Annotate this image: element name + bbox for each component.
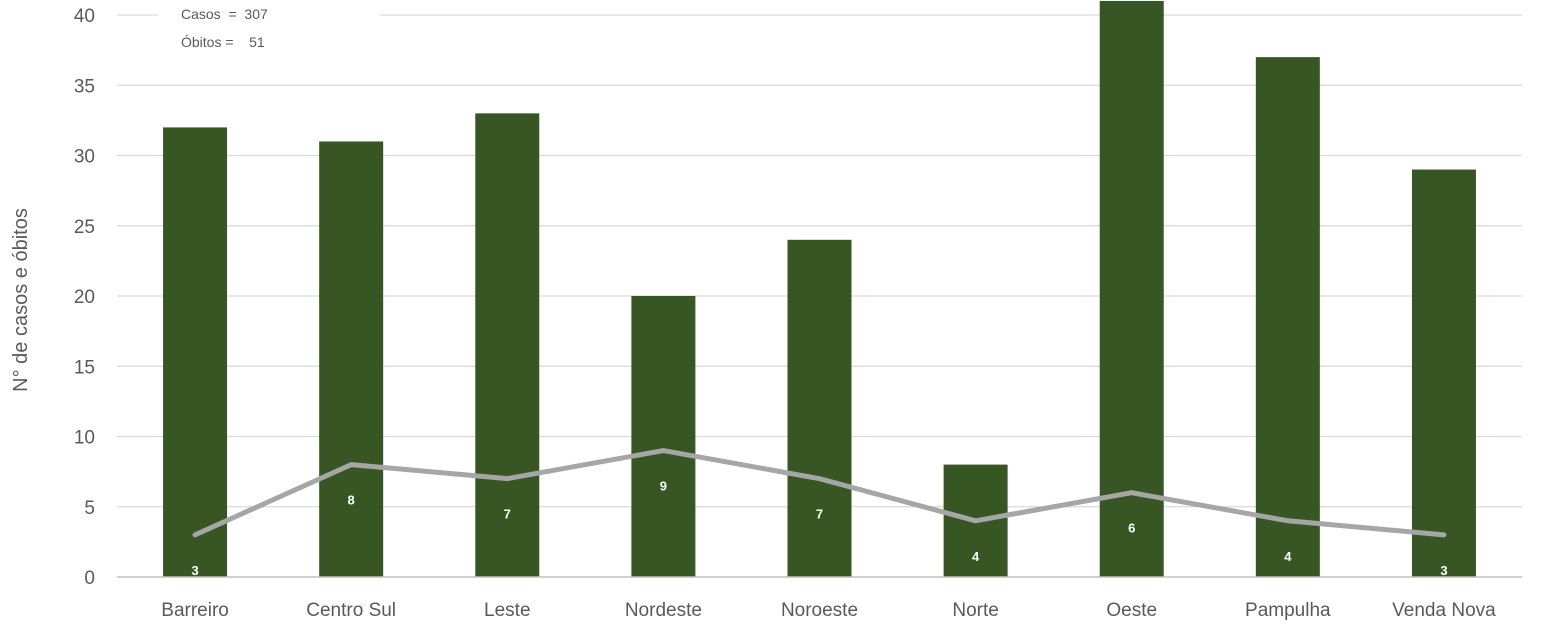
bar-series (163, 0, 1476, 578)
x-category-label: Norte (952, 600, 998, 621)
bar (631, 296, 696, 577)
data-label: 3 (1440, 563, 1447, 578)
data-label: 6 (1128, 521, 1135, 536)
x-category-label: Pampulha (1245, 600, 1331, 621)
x-category-label: Oeste (1106, 600, 1157, 621)
x-category-label: Leste (484, 600, 530, 621)
y-tick-label: 15 (74, 357, 95, 378)
data-label: 7 (816, 507, 823, 522)
bar (163, 127, 228, 578)
y-tick-label: 40 (74, 6, 95, 27)
y-axis-label: N° de casos e óbitos (10, 208, 32, 392)
bar (1255, 57, 1320, 577)
y-tick-label: 20 (74, 287, 95, 308)
line-path (192, 448, 1447, 538)
y-tick-label: 10 (74, 428, 95, 449)
data-labels: 3 8 7 9 7 4 6 4 3 (191, 479, 1447, 578)
summary-box: Casos = 307 Óbitos = 51 (158, 0, 380, 54)
data-label: 7 (504, 507, 511, 522)
bar (319, 141, 384, 577)
x-category-label: Barreiro (161, 600, 229, 621)
y-tick-label: 35 (74, 76, 95, 97)
data-label: 4 (972, 549, 980, 564)
x-axis-categories: Barreiro Centro Sul Leste Nordeste Noroeste N… (161, 600, 1496, 621)
x-category-label: Venda Nova (1392, 600, 1496, 621)
bar (475, 113, 540, 577)
y-tick-label: 25 (74, 217, 95, 238)
line-series (192, 448, 1447, 538)
deaths-total-label: Óbitos = 51 (181, 34, 265, 50)
cases-total-label: Casos = 307 (181, 6, 268, 22)
y-tick-label: 5 (84, 498, 95, 519)
bar (1099, 0, 1164, 577)
data-label: 4 (1284, 549, 1292, 564)
bar (1411, 169, 1476, 578)
data-label: 3 (191, 563, 198, 578)
y-tick-label: 0 (84, 568, 95, 589)
data-label: 9 (660, 479, 667, 494)
y-tick-label: 30 (74, 147, 95, 168)
x-category-label: Nordeste (625, 600, 702, 621)
x-category-label: Centro Sul (306, 600, 396, 621)
summary-box-background (158, 0, 380, 54)
data-label: 8 (348, 493, 355, 508)
x-category-label: Noroeste (781, 600, 858, 621)
bar (787, 239, 852, 578)
y-axis-ticks: 0 5 10 15 20 25 30 35 40 (74, 6, 95, 589)
